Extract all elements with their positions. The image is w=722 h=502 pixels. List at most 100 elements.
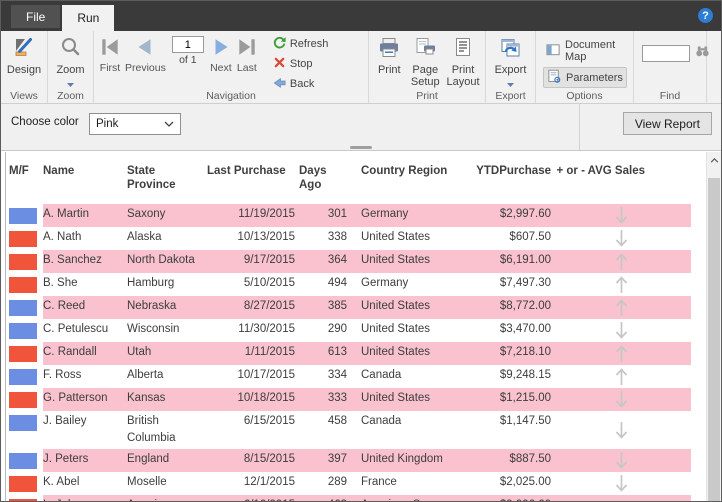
cell-trend — [555, 472, 691, 495]
next-page-button[interactable]: Next — [208, 34, 234, 76]
cell-gender — [9, 365, 43, 388]
table-row: J. Peters England 8/15/2015 397 United Kingd… — [9, 449, 691, 472]
zoom-icon — [59, 36, 83, 63]
cell-state-province: Wisconsin — [127, 323, 180, 335]
cell-country-region: Canada — [361, 369, 402, 381]
cell-trend — [555, 273, 691, 296]
cell-days-ago: 289 — [327, 476, 347, 488]
cell-trend — [555, 319, 691, 342]
trend-down-icon — [615, 421, 627, 439]
tab-file[interactable]: File — [11, 5, 61, 28]
cell-country-region: Germany — [361, 277, 409, 289]
column-header-country: Country Region — [361, 165, 448, 177]
cell-country-region: United States — [361, 231, 431, 243]
export-button[interactable]: Export — [492, 34, 530, 92]
ribbon-group-views: Design Views — [1, 31, 48, 103]
ribbon: Design Views Zoom Zoom — [1, 31, 721, 104]
page-number-input[interactable] — [171, 36, 204, 53]
cell-gender — [9, 388, 43, 411]
gender-swatch — [9, 392, 37, 408]
document-map-button[interactable]: Document Map — [543, 38, 627, 64]
last-page-button[interactable]: Last — [234, 34, 260, 76]
page-setup-button[interactable]: Page Setup — [407, 34, 444, 90]
column-header-ytd: YTDPurchase — [476, 165, 551, 177]
trend-up-icon — [615, 345, 627, 362]
scroll-up-icon[interactable] — [707, 152, 721, 168]
vertical-scrollbar[interactable] — [706, 152, 721, 501]
splitter-grip[interactable] — [350, 146, 372, 149]
cell-name: A. Martin — [43, 204, 127, 227]
gender-swatch — [9, 415, 37, 431]
refresh-button[interactable]: Refresh — [270, 35, 332, 53]
next-page-icon — [210, 36, 232, 61]
zoom-button[interactable]: Zoom — [53, 34, 87, 92]
trend-down-icon — [615, 452, 627, 469]
parameters-bar: Choose color Pink View Report — [1, 104, 721, 151]
trend-down-icon — [615, 475, 627, 492]
cell-ytd-purchase: $7,497.30 — [499, 277, 551, 289]
cell-days-ago: 613 — [299, 342, 351, 365]
print-layout-button[interactable]: Print Layout — [444, 34, 482, 90]
cell-trend — [555, 411, 691, 449]
column-header-trend: + or - AVG Sales — [556, 165, 645, 177]
trend-down-icon — [615, 230, 627, 247]
help-icon[interactable]: ? — [698, 8, 713, 23]
cell-days-ago: 301 — [299, 204, 351, 227]
document-map-icon — [546, 43, 561, 60]
export-icon — [498, 36, 522, 63]
ribbon-group-navigation: First Previous of 1 Next — [94, 31, 369, 103]
previous-page-button[interactable]: Previous — [123, 34, 168, 76]
cell-last-purchase: 10/17/2015 — [237, 369, 295, 381]
cell-trend — [555, 204, 691, 227]
cell-last-purchase: 8/27/2015 — [207, 296, 299, 319]
cell-gender — [9, 273, 43, 296]
cell-last-purchase: 10/13/2015 — [237, 231, 295, 243]
trend-up-icon — [615, 368, 627, 385]
chevron-down-icon — [67, 78, 74, 90]
ribbon-group-export: Export Export — [486, 31, 536, 103]
cell-gender — [9, 296, 43, 319]
ribbon-group-find: Find — [634, 31, 710, 103]
find-binoculars-icon[interactable] — [695, 44, 710, 63]
parameters-button[interactable]: Parameters — [543, 67, 627, 88]
refresh-icon — [273, 36, 286, 52]
cell-state-province: Alaska — [127, 231, 162, 243]
cell-gender — [9, 411, 43, 449]
cell-trend — [555, 250, 691, 273]
stop-button[interactable]: Stop — [270, 55, 332, 73]
cell-days-ago: 494 — [327, 277, 347, 289]
view-report-button[interactable]: View Report — [622, 112, 712, 135]
color-dropdown-value: Pink — [96, 118, 119, 130]
cell-state-province: England — [127, 449, 207, 472]
cell-name: C. Randall — [43, 342, 127, 365]
first-page-button[interactable]: First — [97, 34, 123, 76]
cell-trend — [555, 449, 691, 472]
print-layout-icon — [451, 36, 475, 63]
tab-run[interactable]: Run — [62, 5, 115, 31]
cell-name: C. Petulescu — [43, 323, 109, 335]
cell-trend — [555, 365, 691, 388]
design-button[interactable]: Design — [4, 34, 44, 78]
ribbon-tab-strip: File Run ? — [1, 1, 721, 31]
cell-ytd-purchase: $8,772.00 — [467, 296, 555, 319]
ribbon-group-options: Document Map Parameters Opt — [536, 31, 634, 103]
cell-country-region: United States — [351, 296, 467, 319]
column-header-name: Name — [43, 165, 75, 177]
column-header-days-ago: Days Ago — [299, 165, 327, 191]
gender-swatch — [9, 369, 37, 385]
color-dropdown[interactable]: Pink — [89, 113, 181, 135]
cell-last-purchase: 11/19/2015 — [207, 204, 299, 227]
gender-swatch — [9, 499, 37, 501]
cell-trend — [555, 296, 691, 319]
print-icon — [377, 36, 401, 63]
report-area: M/F Name State Province Last Purchase Da… — [1, 152, 721, 501]
gender-swatch — [9, 300, 37, 316]
cell-state-province: British Columbia — [127, 415, 176, 444]
gender-swatch — [9, 476, 37, 492]
back-button[interactable]: Back — [270, 75, 332, 93]
print-button[interactable]: Print — [372, 34, 407, 78]
find-input[interactable] — [642, 45, 690, 62]
scrollbar-thumb[interactable] — [708, 178, 720, 501]
trend-up-icon — [615, 299, 627, 316]
